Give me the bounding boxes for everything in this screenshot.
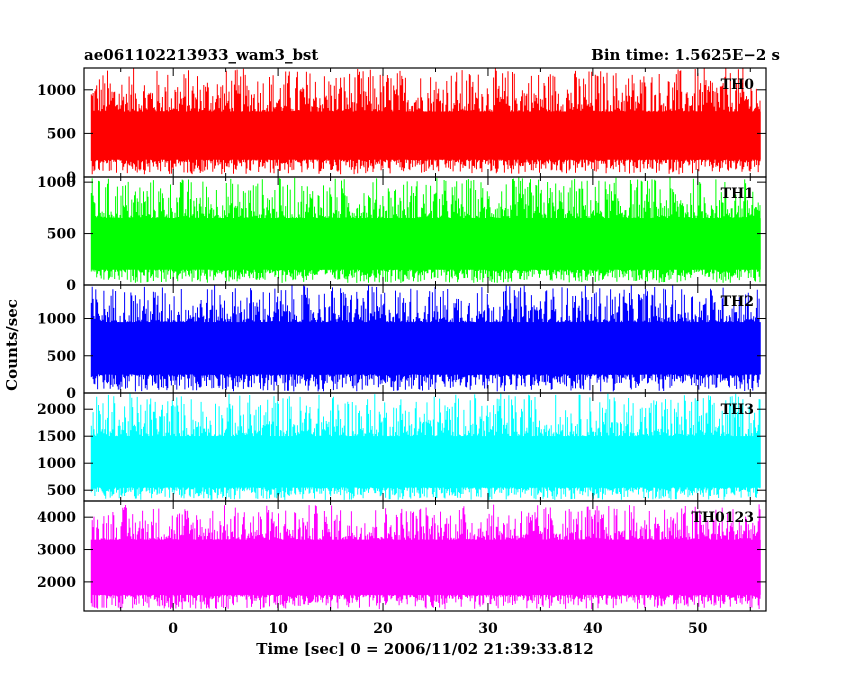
y-tick-label: 500	[47, 349, 76, 365]
y-tick-label: 1000	[37, 456, 76, 472]
panel-label-th2: TH2	[721, 294, 754, 310]
panel-th0123: 2000 3000 4000 TH0123	[37, 500, 767, 612]
panel-th0: 0 500 1000 TH0	[37, 67, 767, 186]
series-th2-line	[90, 285, 761, 392]
panel-th3: 500 1000 1500 2000 TH3	[37, 392, 767, 502]
series-th3-line	[90, 393, 761, 500]
panel-label-th1: TH1	[721, 186, 754, 202]
y-tick-label: 3000	[37, 543, 76, 559]
panel-label-th0123: TH0123	[691, 510, 754, 526]
y-tick-label: 2000	[37, 402, 76, 418]
y-tick-label: 0	[66, 170, 76, 186]
y-tick-label: 1000	[37, 312, 76, 328]
x-tick-label: 20	[373, 621, 393, 637]
panel-label-th3: TH3	[721, 402, 754, 418]
x-axis-title: Time [sec] 0 = 2006/11/02 21:39:33.812	[256, 640, 593, 658]
y-tick-label: 4000	[37, 510, 76, 526]
series-th0123-line	[90, 504, 761, 610]
y-tick-label: 500	[47, 483, 76, 499]
series-th0-line	[90, 68, 761, 175]
x-tick-label: 50	[688, 621, 708, 637]
y-tick-label: 0	[66, 278, 76, 294]
panel-label-th0: TH0	[721, 77, 755, 93]
x-tick-label: 40	[583, 621, 603, 637]
chart-title: ae061102213933_wam3_bst	[84, 46, 318, 64]
panel-frame	[83, 500, 767, 612]
x-tick-label: 0	[168, 621, 178, 637]
x-tick-label: 10	[268, 621, 288, 637]
series-th1-line	[90, 177, 761, 283]
y-axis-title: Counts/sec	[3, 299, 21, 391]
panel-th1: 0 500 1000 TH1	[37, 175, 767, 294]
y-tick-label: 1500	[37, 429, 76, 445]
y-tick-label: 2000	[37, 575, 76, 591]
y-tick-label: 0	[66, 386, 76, 402]
bin-time-label: Bin time: 1.5625E−2 s	[591, 46, 780, 64]
y-tick-label: 500	[47, 126, 76, 142]
y-tick-label: 1000	[37, 175, 76, 191]
panel-th2: 0 500 1000 TH2	[37, 284, 767, 402]
y-tick-label: 500	[47, 227, 76, 243]
y-tick-label: 1000	[37, 83, 76, 99]
x-tick-label: 30	[478, 621, 498, 637]
